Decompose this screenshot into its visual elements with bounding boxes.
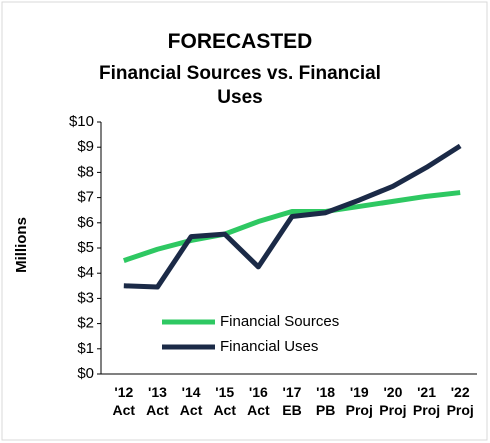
- x-tick-label: '14 Act: [180, 384, 203, 418]
- y-tick-label: $4: [77, 264, 94, 281]
- x-tick-label: '16 Act: [247, 384, 270, 418]
- legend-label: Financial Uses: [220, 338, 318, 355]
- y-tick-label: $10: [69, 113, 94, 130]
- y-tick-label: $7: [77, 189, 94, 206]
- x-tick-label: '18 PB: [316, 384, 335, 418]
- y-tick-label: $5: [77, 239, 94, 256]
- x-tick-label: '12 Act: [113, 384, 136, 418]
- x-tick-label: '21 Proj: [413, 384, 440, 418]
- legend-label: Financial Sources: [220, 313, 339, 330]
- y-tick-label: $6: [77, 214, 94, 231]
- y-tick-label: $0: [77, 365, 94, 382]
- x-tick-label: '20 Proj: [379, 384, 406, 418]
- y-axis-label: Millions: [13, 217, 30, 273]
- chart-subtitle: Financial Sources vs. Financial Uses: [99, 63, 381, 108]
- y-tick-label: $3: [77, 289, 94, 306]
- x-tick-label: '13 Act: [146, 384, 169, 418]
- x-tick-label: '17 EB: [282, 384, 301, 418]
- y-tick-label: $8: [77, 163, 94, 180]
- x-tick-label: '22 Proj: [447, 384, 474, 418]
- line-series: [123, 143, 462, 290]
- y-tick-label: $9: [77, 138, 94, 155]
- x-tick-label: '15 Act: [213, 384, 236, 418]
- y-tick-label: $1: [77, 340, 94, 357]
- x-tick-label: '19 Proj: [346, 384, 373, 418]
- y-tick-label: $2: [77, 315, 94, 332]
- chart-title: FORECASTED: [167, 30, 313, 53]
- line-series: [123, 190, 461, 263]
